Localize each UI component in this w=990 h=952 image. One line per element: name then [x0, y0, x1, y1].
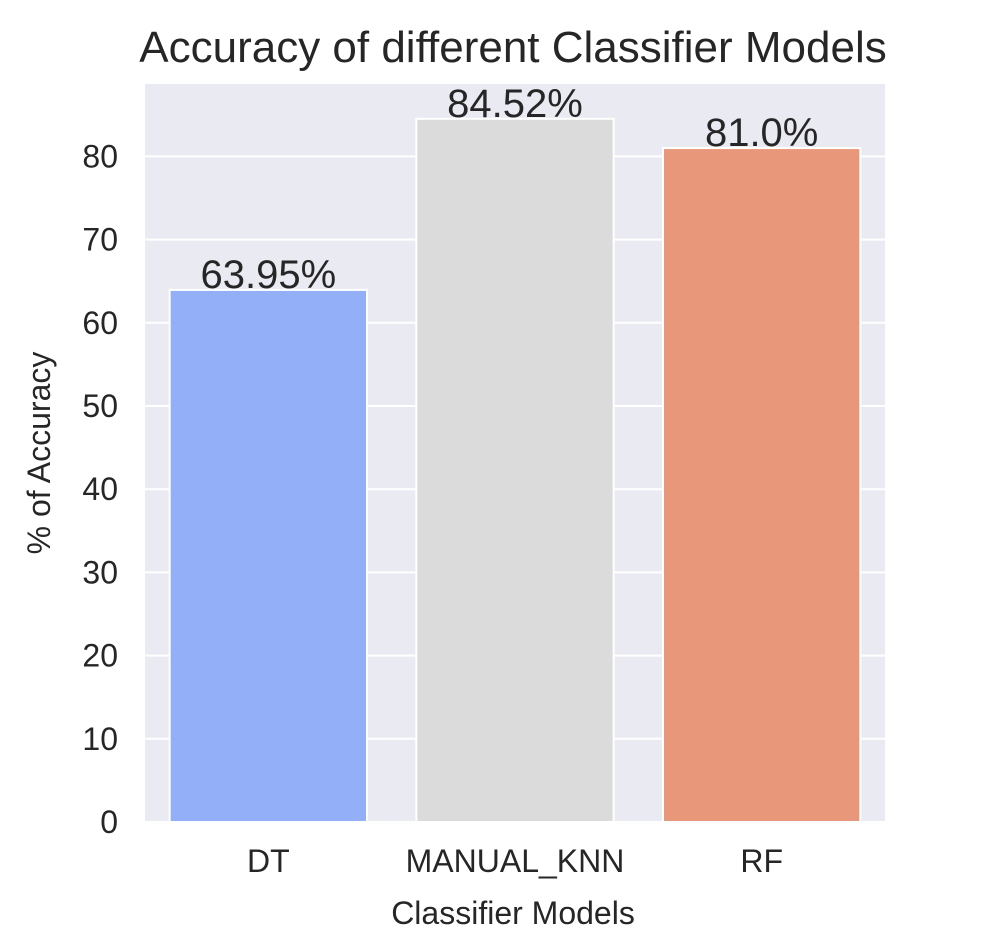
bar-manual-knn [415, 117, 615, 823]
bar-rf [662, 147, 862, 824]
value-labels: 63.95% 84.52% 81.0% [200, 82, 818, 297]
y-tick-label: 60 [82, 305, 118, 341]
value-label: 81.0% [705, 111, 818, 155]
y-axis-ticks: 0 10 20 30 40 50 60 70 80 [82, 138, 118, 840]
y-tick-label: 50 [82, 388, 118, 424]
value-label: 84.52% [447, 82, 583, 126]
y-tick-label: 40 [82, 471, 118, 507]
y-tick-label: 0 [100, 804, 118, 840]
bar-dt [168, 288, 368, 824]
x-axis-label: Classifier Models [391, 895, 635, 931]
y-tick-label: 70 [82, 222, 118, 258]
y-axis-label: % of Accuracy [21, 352, 57, 555]
y-tick-label: 10 [82, 721, 118, 757]
y-tick-label: 80 [82, 138, 118, 174]
x-tick-label: RF [740, 843, 783, 879]
x-tick-label: DT [247, 843, 290, 879]
x-tick-label: MANUAL_KNN [406, 843, 625, 879]
chart-title: Accuracy of different Classifier Models [139, 23, 886, 72]
x-axis-ticks: DT MANUAL_KNN RF [247, 843, 783, 879]
value-label: 63.95% [200, 253, 336, 297]
bars [168, 117, 862, 824]
y-tick-label: 20 [82, 638, 118, 674]
y-tick-label: 30 [82, 554, 118, 590]
